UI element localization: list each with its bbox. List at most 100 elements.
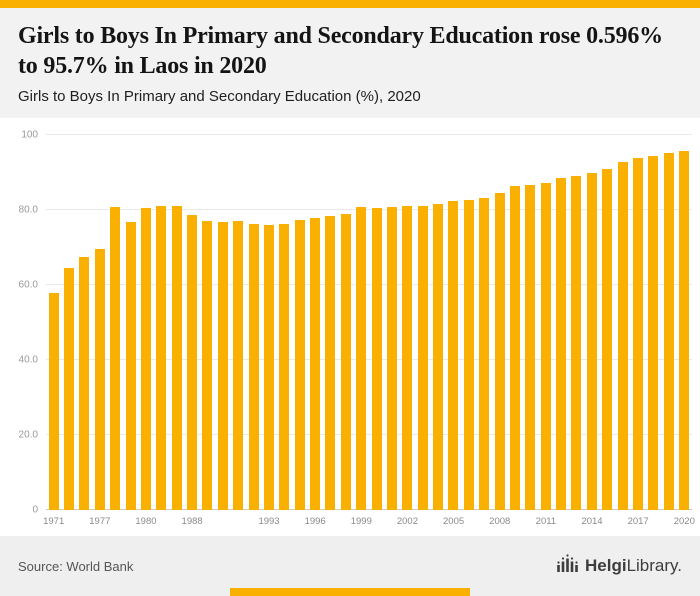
- y-axis-label-20: 20.0: [18, 429, 38, 441]
- bar-column-1991: [231, 135, 246, 510]
- plot-area: 0 20.0 40.0 60.0 80.0 100: [19, 130, 692, 516]
- bar-column-1989: [200, 135, 215, 510]
- top-accent-strip: [0, 0, 700, 8]
- chart-area: 0 20.0 40.0 60.0 80.0 100 1971 1977 1980 1988 199…: [0, 130, 700, 553]
- bar-column-2002: [400, 135, 415, 510]
- chart-header: Girls to Boys In Primary and Secondary E…: [0, 8, 700, 118]
- footer: Source: World Bank: [0, 536, 700, 596]
- bar-column-1981: [154, 135, 169, 510]
- bar-column-2013: [569, 135, 584, 510]
- bar-1978: [110, 206, 121, 510]
- x-axis-label-1999: 1999: [350, 516, 372, 527]
- bar-column-2004: [430, 135, 445, 510]
- bar-2005: [448, 201, 459, 510]
- bar-column-1993: [261, 135, 276, 510]
- bar-column-2014: [584, 135, 599, 510]
- logo-text: HelgiLibrary.: [585, 556, 682, 576]
- bar-column-2017: [630, 135, 645, 510]
- bar-column-1992: [246, 135, 261, 510]
- bar-2002: [402, 206, 413, 510]
- bar-2004: [433, 204, 444, 510]
- bar-column-1988: [184, 135, 199, 510]
- bar-column-2010: [523, 135, 538, 510]
- bar-1999: [356, 206, 367, 510]
- bar-column-2016: [615, 135, 630, 510]
- bar-column-1979: [123, 135, 138, 510]
- x-axis-label-1971: 1971: [43, 516, 65, 527]
- logo-text-helgi: Helgi: [585, 556, 627, 575]
- bar-1988: [187, 215, 198, 510]
- x-axis-label-1996: 1996: [304, 516, 326, 527]
- bar-column-2007: [477, 135, 492, 510]
- y-axis-label-80: 80.0: [18, 204, 38, 216]
- bar-1977: [94, 249, 105, 510]
- gridline-60: [46, 284, 692, 285]
- bar-1981: [156, 205, 167, 510]
- bar-1994: [279, 223, 290, 510]
- bar-1971: [48, 293, 59, 510]
- x-axis-label-1988: 1988: [181, 516, 203, 527]
- bar-column-1997: [323, 135, 338, 510]
- bar-column-2015: [600, 135, 615, 510]
- bar-1998: [340, 213, 351, 510]
- bar-2019: [663, 153, 674, 510]
- bar-2007: [479, 198, 490, 510]
- bar-column-2009: [507, 135, 522, 510]
- x-axis-label-1980: 1980: [135, 516, 157, 527]
- x-axis-label-2014: 2014: [581, 516, 603, 527]
- bar-1990: [217, 221, 228, 510]
- x-axis-label-2002: 2002: [396, 516, 419, 527]
- bar-column-1994: [277, 135, 292, 510]
- source-note: Source: World Bank: [18, 558, 134, 574]
- bar-2006: [463, 199, 474, 510]
- bar-2016: [617, 161, 628, 510]
- gridline-0: [46, 509, 692, 510]
- y-axis-label-100: 100: [21, 129, 38, 141]
- x-axis-label-1993: 1993: [258, 516, 280, 527]
- bar-1996: [310, 217, 321, 510]
- x-axis-label-2008: 2008: [489, 516, 511, 527]
- gridline-20: [46, 434, 692, 435]
- bar-column-1978: [108, 135, 123, 510]
- logo-text-library: Library.: [626, 556, 682, 575]
- bar-column-1982: [169, 135, 184, 510]
- x-axis-labels: 1971 1977 1980 1988 1993 1996 1999 2002 2005 2008…: [43, 510, 695, 530]
- bars-row: [46, 135, 692, 510]
- bar-2018: [648, 156, 659, 510]
- bar-1997: [325, 216, 336, 510]
- bar-column-1971: [46, 135, 61, 510]
- bar-1980: [140, 207, 151, 510]
- chart-title: Girls to Boys In Primary and Secondary E…: [18, 23, 663, 79]
- bar-column-2001: [384, 135, 399, 510]
- bar-2003: [417, 205, 428, 510]
- helgi-logo[interactable]: HelgiLibrary.: [556, 553, 682, 579]
- bar-column-1998: [338, 135, 353, 510]
- x-axis-label-2005: 2005: [443, 516, 465, 527]
- bar-1975: [64, 267, 75, 510]
- bar-1991: [233, 221, 244, 510]
- gridline-100: [46, 134, 692, 135]
- bar-2009: [509, 186, 520, 510]
- chart-subtitle: Girls to Boys In Primary and Secondary E…: [18, 88, 421, 105]
- bar-1993: [263, 224, 274, 510]
- bar-1995: [294, 219, 305, 510]
- bar-2013: [571, 175, 582, 510]
- bar-column-2008: [492, 135, 507, 510]
- bar-2011: [540, 183, 551, 510]
- bar-2000: [371, 207, 382, 510]
- y-axis-label-0: 0: [32, 504, 38, 516]
- bar-column-2000: [369, 135, 384, 510]
- bar-column-1999: [354, 135, 369, 510]
- bar-column-1977: [92, 135, 107, 510]
- bar-chart-logo-icon: [556, 553, 578, 579]
- bar-2010: [525, 185, 536, 510]
- bar-1982: [171, 205, 182, 510]
- bar-2012: [556, 177, 567, 510]
- gridline-40: [46, 359, 692, 360]
- y-axis-label-60: 60.0: [18, 279, 38, 291]
- y-axis-label-40: 40.0: [18, 354, 38, 366]
- bar-column-1975: [61, 135, 76, 510]
- bar-1979: [125, 221, 136, 510]
- gridline-80: [46, 209, 692, 210]
